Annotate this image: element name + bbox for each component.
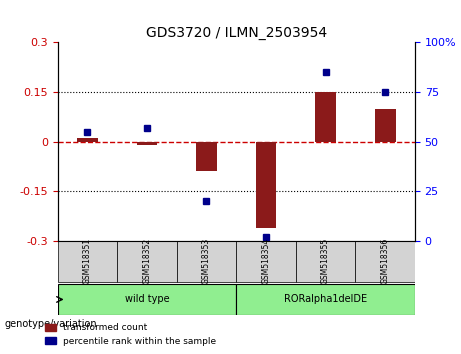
Title: GDS3720 / ILMN_2503954: GDS3720 / ILMN_2503954 (146, 26, 327, 40)
Bar (136, 142, 157, 145)
Text: GSM518353: GSM518353 (202, 238, 211, 284)
FancyBboxPatch shape (58, 284, 236, 315)
Legend: transformed count, percentile rank within the sample: transformed count, percentile rank withi… (41, 320, 220, 349)
FancyBboxPatch shape (236, 284, 415, 315)
Text: wild type: wild type (124, 295, 169, 304)
Bar (77, 138, 98, 142)
FancyBboxPatch shape (236, 241, 296, 281)
Text: RORalpha1delDE: RORalpha1delDE (284, 295, 367, 304)
Bar (315, 92, 336, 142)
Text: GSM518356: GSM518356 (381, 238, 390, 284)
Text: GSM518351: GSM518351 (83, 238, 92, 284)
FancyBboxPatch shape (296, 241, 355, 281)
FancyBboxPatch shape (355, 241, 415, 281)
Bar (196, 142, 217, 171)
Text: GSM518354: GSM518354 (261, 238, 271, 284)
FancyBboxPatch shape (177, 241, 236, 281)
Text: genotype/variation: genotype/variation (5, 319, 97, 329)
Text: GSM518355: GSM518355 (321, 238, 330, 284)
Text: GSM518352: GSM518352 (142, 238, 152, 284)
Bar (375, 109, 396, 142)
Bar (255, 142, 277, 228)
FancyBboxPatch shape (117, 241, 177, 281)
FancyBboxPatch shape (58, 241, 117, 281)
